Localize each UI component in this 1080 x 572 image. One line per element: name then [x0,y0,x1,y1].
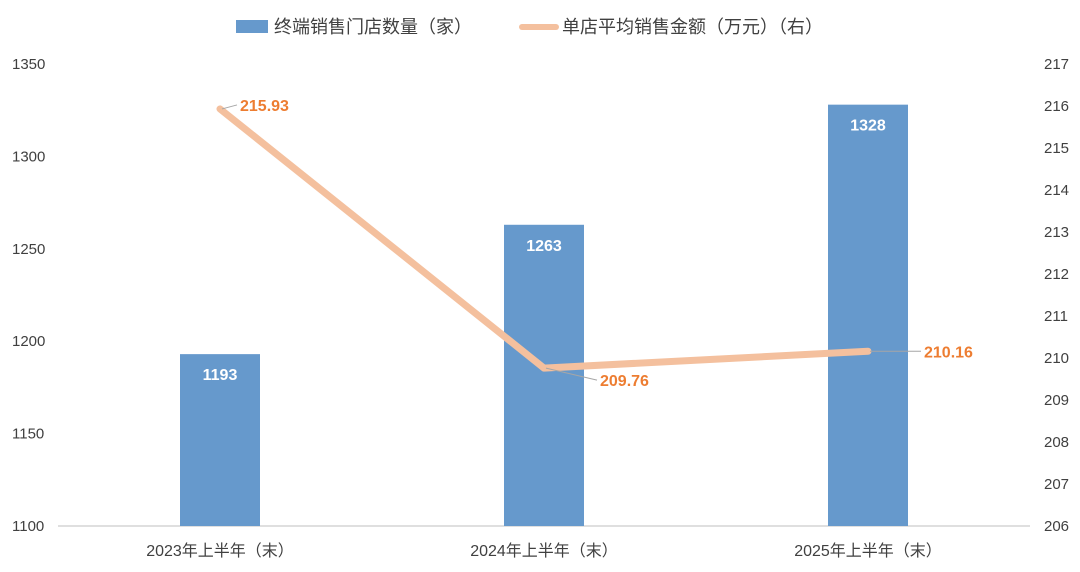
bar-data-label: 1193 [203,367,238,384]
left-tick-label: 1200 [12,333,45,350]
bar-data-label: 1328 [850,118,886,135]
line-series: 215.93 209.76 210.16 [216,98,973,390]
legend-label-bar: 终端销售门店数量（家） [274,17,472,37]
category-label: 2023年上半年（末） [146,542,294,560]
right-tick-label: 209 [1044,392,1069,409]
right-tick-label: 207 [1044,476,1069,493]
left-tick-label: 1250 [12,241,45,258]
right-tick-label: 216 [1044,98,1069,115]
right-y-axis: 206 207 208 209 210 211 212 213 214 215 216 217 [1044,56,1069,535]
left-tick-label: 1350 [12,56,45,73]
right-tick-label: 214 [1044,182,1069,199]
leader-line [545,367,598,381]
series-line [216,105,872,372]
leader-line [221,104,238,110]
right-tick-label: 215 [1044,140,1069,157]
right-tick-label: 212 [1044,266,1069,283]
category-label: 2025年上半年（末） [794,542,942,560]
left-tick-label: 1300 [12,148,45,165]
line-data-label: 210.16 [924,344,973,361]
category-label: 2024年上半年（末） [470,542,618,560]
right-tick-label: 210 [1044,350,1069,367]
bar [180,354,260,526]
right-tick-label: 208 [1044,434,1069,451]
x-axis-categories: 2023年上半年（末） 2024年上半年（末） 2025年上半年（末） [146,542,942,560]
bar-data-label: 1263 [526,238,562,255]
left-tick-label: 1150 [12,426,44,443]
left-tick-label: 1100 [12,518,44,535]
line-data-label: 209.76 [600,373,649,390]
bar-series: 1193 1263 1328 [180,104,908,526]
right-tick-label: 217 [1044,56,1069,73]
left-y-axis: 1100 1150 1200 1250 1300 1350 [12,56,45,535]
legend-label-line: 单店平均销售金额（万元）（右） [562,17,823,37]
legend: 终端销售门店数量（家） 单店平均销售金额（万元）（右） [236,17,823,37]
bar [504,224,584,526]
right-tick-label: 206 [1044,518,1069,535]
bar [828,104,908,526]
legend-swatch-bar [236,20,268,33]
right-tick-label: 211 [1044,308,1068,325]
line-data-label: 215.93 [240,98,289,115]
right-tick-label: 213 [1044,224,1069,241]
